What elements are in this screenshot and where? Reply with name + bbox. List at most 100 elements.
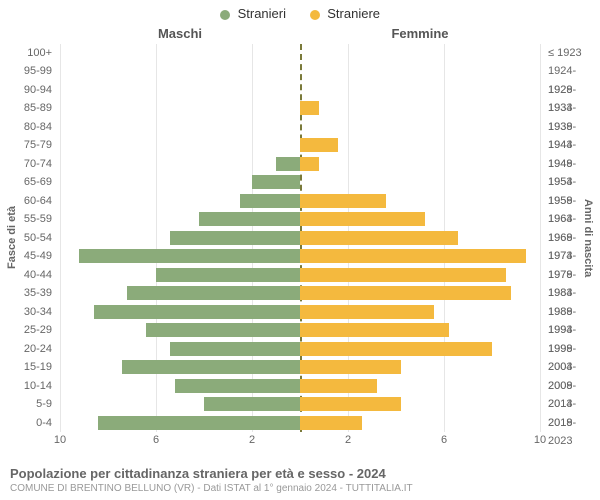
- pyramid-row: [60, 136, 540, 154]
- bar-female: [300, 323, 449, 337]
- age-label: 30-34: [0, 303, 52, 321]
- pyramid-row: [60, 377, 540, 395]
- birth-year-label: 2009-2013: [548, 377, 600, 395]
- bar-male: [127, 286, 300, 300]
- birth-year-label: 1934-1938: [548, 99, 600, 117]
- birth-year-label: 1949-1953: [548, 155, 600, 173]
- pyramid-row: [60, 358, 540, 376]
- bar-male: [170, 231, 300, 245]
- pyramid-row: [60, 118, 540, 136]
- legend-female-swatch: [310, 10, 320, 20]
- pyramid-row: [60, 340, 540, 358]
- x-axis-ticks: 10622610: [60, 434, 540, 450]
- x-tick-label: 2: [249, 434, 255, 446]
- bar-female: [300, 305, 434, 319]
- pyramid-row: [60, 266, 540, 284]
- bar-female: [300, 212, 425, 226]
- grid-line: [540, 44, 541, 432]
- age-label: 85-89: [0, 99, 52, 117]
- chart-container: Stranieri Straniere Maschi Femmine Fasce…: [0, 0, 600, 500]
- x-tick-label: 6: [441, 434, 447, 446]
- bar-female: [300, 268, 506, 282]
- bar-female: [300, 286, 511, 300]
- birth-year-label: 1999-2003: [548, 340, 600, 358]
- x-tick-label: 2: [345, 434, 351, 446]
- subtitles: Maschi Femmine: [60, 26, 540, 44]
- subtitle-male: Maschi: [60, 26, 300, 41]
- bar-female: [300, 360, 401, 374]
- age-label: 70-74: [0, 155, 52, 173]
- bar-female: [300, 397, 401, 411]
- pyramid-row: [60, 192, 540, 210]
- birth-year-label: 2014-2018: [548, 395, 600, 413]
- legend: Stranieri Straniere: [0, 6, 600, 21]
- pyramid-row: [60, 210, 540, 228]
- pyramid-row: [60, 173, 540, 191]
- age-label: 80-84: [0, 118, 52, 136]
- bar-male: [199, 212, 300, 226]
- legend-female: Straniere: [310, 6, 380, 21]
- bar-female: [300, 138, 338, 152]
- birth-year-label: 1969-1973: [548, 229, 600, 247]
- legend-female-label: Straniere: [327, 6, 380, 21]
- footer-title: Popolazione per cittadinanza straniera p…: [10, 466, 590, 481]
- subtitle-female: Femmine: [300, 26, 540, 41]
- bar-male: [146, 323, 300, 337]
- birth-year-label: 1979-1983: [548, 266, 600, 284]
- bar-female: [300, 157, 319, 171]
- age-label: 60-64: [0, 192, 52, 210]
- footer-subtitle: COMUNE DI BRENTINO BELLUNO (VR) - Dati I…: [10, 483, 590, 494]
- pyramid-row: [60, 229, 540, 247]
- bar-male: [252, 175, 300, 189]
- birth-year-label: 1994-1998: [548, 321, 600, 339]
- age-label: 15-19: [0, 358, 52, 376]
- pyramid-row: [60, 62, 540, 80]
- bar-female: [300, 249, 526, 263]
- pyramid-row: [60, 284, 540, 302]
- bar-male: [170, 342, 300, 356]
- birth-year-label: 1924-1928: [548, 62, 600, 80]
- pyramid-row: [60, 321, 540, 339]
- age-label: 0-4: [0, 414, 52, 432]
- age-label: 40-44: [0, 266, 52, 284]
- plot-area: [60, 44, 540, 432]
- birth-year-label: 1964-1968: [548, 210, 600, 228]
- bar-female: [300, 416, 362, 430]
- age-label: 20-24: [0, 340, 52, 358]
- bar-male: [94, 305, 300, 319]
- x-tick-label: 10: [54, 434, 66, 446]
- bar-female: [300, 342, 492, 356]
- age-label: 65-69: [0, 173, 52, 191]
- birth-year-label: 2004-2008: [548, 358, 600, 376]
- birth-year-label: ≤ 1923: [548, 44, 600, 62]
- pyramid-row: [60, 395, 540, 413]
- bar-female: [300, 379, 377, 393]
- bar-male: [156, 268, 300, 282]
- y-labels-birth: ≤ 19231924-19281929-19331934-19381939-19…: [544, 44, 600, 432]
- age-label: 75-79: [0, 136, 52, 154]
- age-label: 95-99: [0, 62, 52, 80]
- legend-male: Stranieri: [220, 6, 286, 21]
- age-label: 35-39: [0, 284, 52, 302]
- y-labels-age: 100+95-9990-9485-8980-8475-7970-7465-696…: [0, 44, 56, 432]
- footer: Popolazione per cittadinanza straniera p…: [10, 466, 590, 494]
- age-label: 50-54: [0, 229, 52, 247]
- bar-male: [240, 194, 300, 208]
- pyramid-row: [60, 99, 540, 117]
- bar-male: [276, 157, 300, 171]
- birth-year-label: 1974-1978: [548, 247, 600, 265]
- pyramid-row: [60, 303, 540, 321]
- pyramid-row: [60, 414, 540, 432]
- legend-male-swatch: [220, 10, 230, 20]
- bar-male: [122, 360, 300, 374]
- bar-male: [175, 379, 300, 393]
- birth-year-label: 1989-1993: [548, 303, 600, 321]
- birth-year-label: 1959-1963: [548, 192, 600, 210]
- age-label: 25-29: [0, 321, 52, 339]
- age-label: 5-9: [0, 395, 52, 413]
- birth-year-label: 1984-1988: [548, 284, 600, 302]
- age-label: 10-14: [0, 377, 52, 395]
- birth-year-label: 1939-1943: [548, 118, 600, 136]
- bar-female: [300, 231, 458, 245]
- pyramid-row: [60, 155, 540, 173]
